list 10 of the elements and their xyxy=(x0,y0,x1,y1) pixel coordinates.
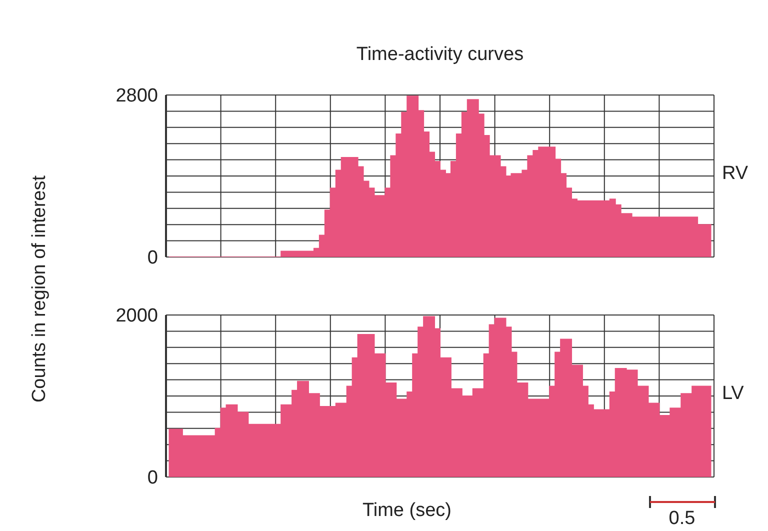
y-tick-label: 2000 xyxy=(116,306,158,327)
text: 0.5 xyxy=(668,508,696,530)
y-tick-label: 0 xyxy=(147,468,158,489)
x-axis-title: Time (sec) xyxy=(361,500,453,522)
chart-title: Time-activity curves xyxy=(355,44,525,66)
y-tick-label: 0 xyxy=(147,248,158,269)
series-label: LV xyxy=(722,383,744,405)
text: RV xyxy=(722,163,748,185)
y-axis-title: Counts in region of interest xyxy=(29,174,51,405)
y-tick-label: 2800 xyxy=(116,86,158,107)
